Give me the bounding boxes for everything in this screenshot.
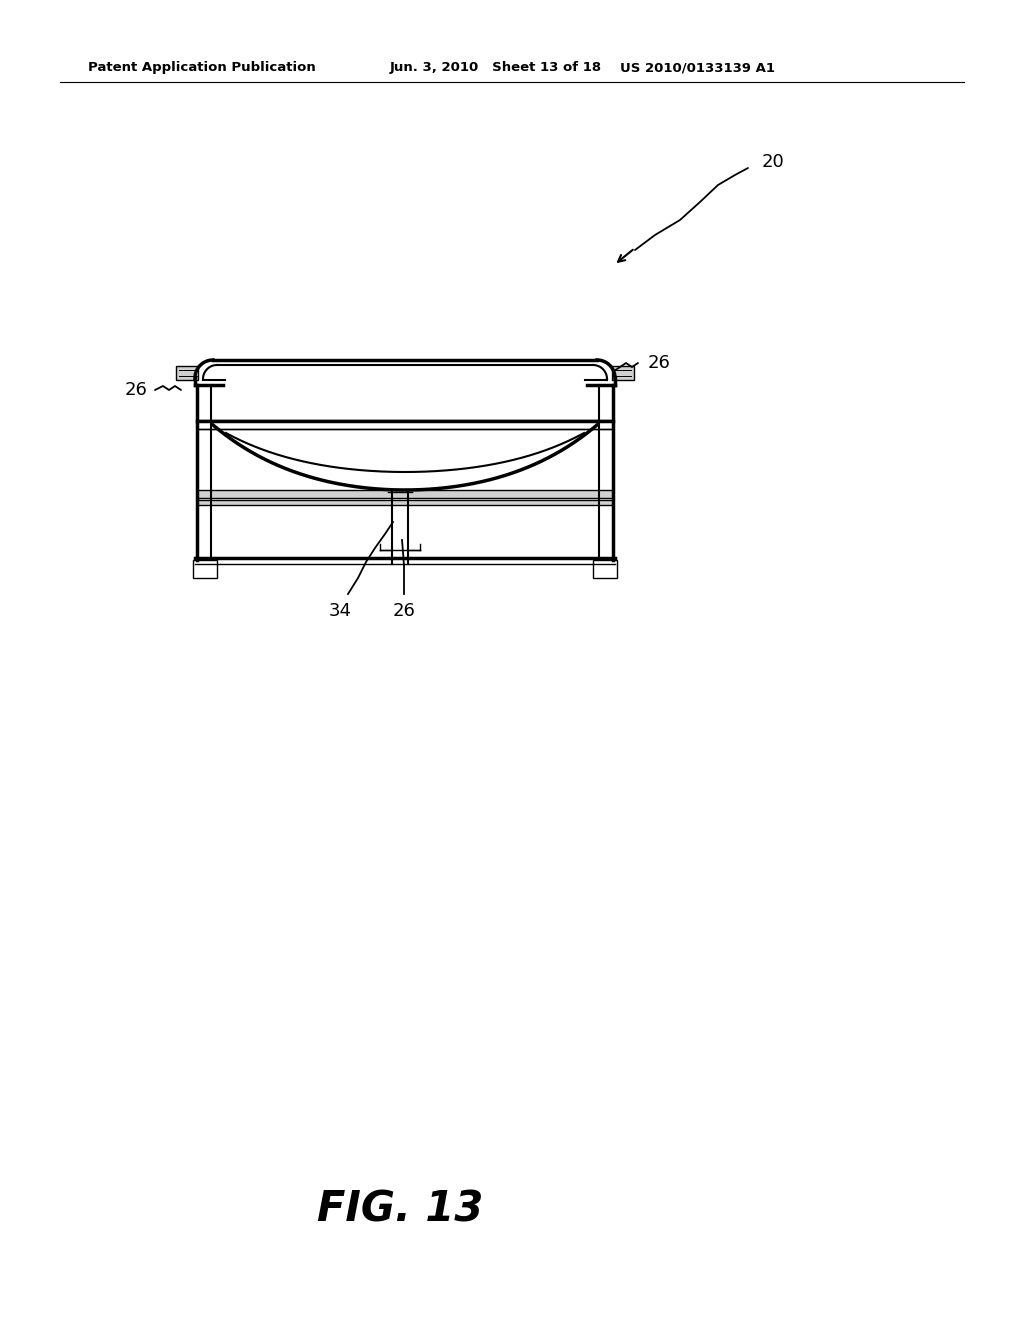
Text: 34: 34 (329, 602, 351, 620)
Text: Jun. 3, 2010   Sheet 13 of 18: Jun. 3, 2010 Sheet 13 of 18 (390, 62, 602, 74)
Bar (197, 420, 613, 429)
Text: 26: 26 (648, 354, 671, 372)
Text: 26: 26 (125, 381, 148, 399)
Bar (197, 500, 613, 506)
Text: Patent Application Publication: Patent Application Publication (88, 62, 315, 74)
Text: 26: 26 (392, 602, 416, 620)
Bar (612, 366, 634, 380)
Text: US 2010/0133139 A1: US 2010/0133139 A1 (620, 62, 775, 74)
Bar (176, 366, 198, 380)
Text: FIG. 13: FIG. 13 (316, 1189, 483, 1232)
Bar (193, 560, 217, 578)
Bar (197, 490, 613, 498)
Text: 20: 20 (762, 153, 784, 172)
Bar (593, 560, 617, 578)
